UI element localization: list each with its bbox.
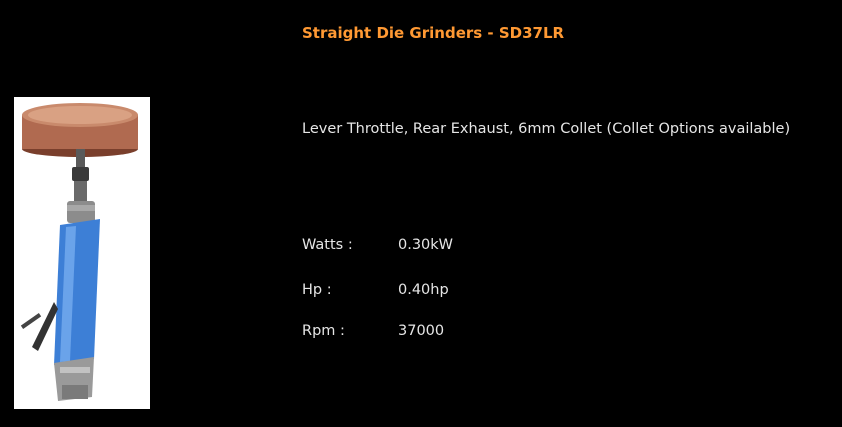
collet-nut xyxy=(72,167,89,181)
spec-value-rpm: 37000 xyxy=(398,323,445,339)
spec-label-rpm: Rpm : xyxy=(302,323,345,339)
spindle xyxy=(76,149,85,171)
front-housing xyxy=(67,201,95,223)
spec-value-hp: 0.40hp xyxy=(398,282,449,298)
rear-exhaust-ring xyxy=(60,367,90,373)
die-grinder-illustration xyxy=(20,103,138,401)
throttle-lever xyxy=(32,302,58,351)
air-inlet xyxy=(62,385,88,399)
spec-value-watts: 0.30kW xyxy=(398,237,454,253)
front-housing-highlight xyxy=(67,205,95,211)
grip-highlight xyxy=(60,226,76,362)
spec-label-hp: Hp : xyxy=(302,282,332,298)
die-grinder-product-photo xyxy=(14,97,150,409)
collet-body xyxy=(74,181,87,203)
flap-wheel-face xyxy=(28,106,132,124)
spec-label-watts: Watts : xyxy=(302,237,353,253)
lever-pin xyxy=(20,313,42,329)
product-title: Straight Die Grinders - SD37LR xyxy=(302,24,565,42)
product-description: Lever Throttle, Rear Exhaust, 6mm Collet… xyxy=(302,121,791,137)
